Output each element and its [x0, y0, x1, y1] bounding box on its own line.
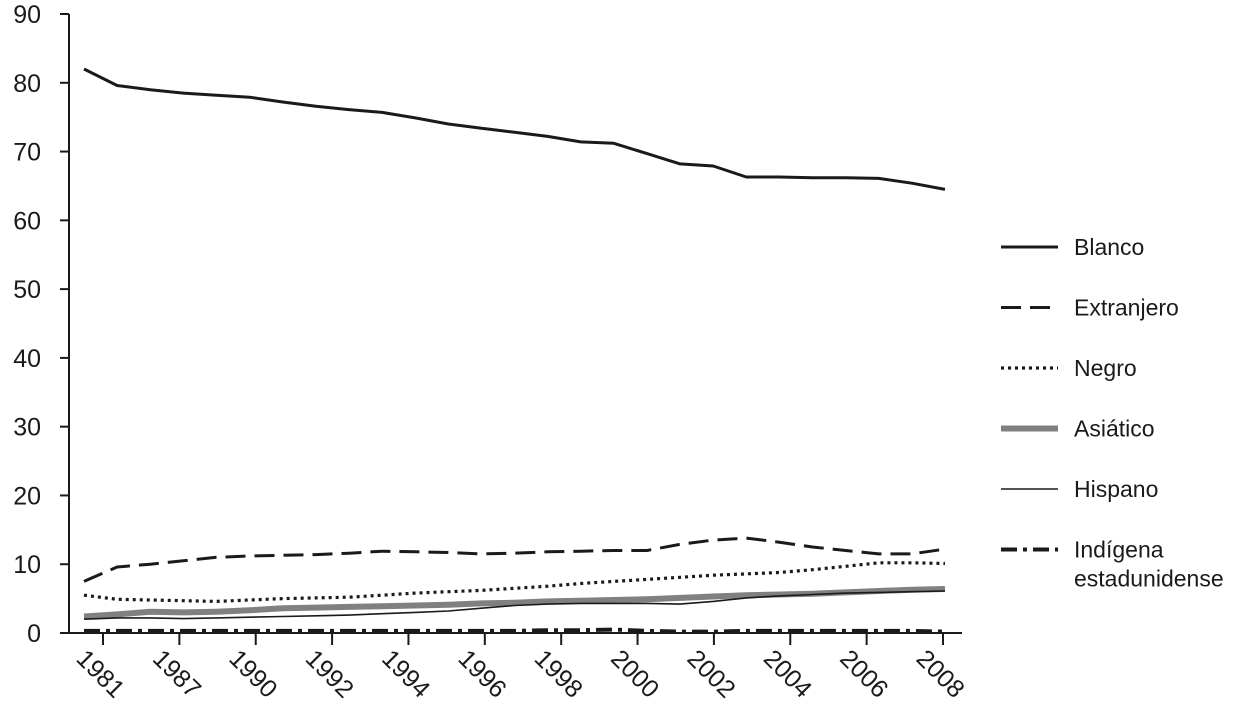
y-tick-label: 40: [13, 345, 41, 373]
series-line-indigena-estadunidense: [84, 627, 946, 634]
legend: Blanco Extranjero Negro Asiático Hispano Indí…: [1001, 234, 1224, 592]
x-tick-label: 1981: [71, 644, 130, 703]
x-tick-label: 2008: [911, 644, 970, 703]
legend-item-extranjero: Extranjero: [1001, 295, 1179, 321]
series-lines: [83, 67, 946, 634]
y-tick-label: 0: [27, 620, 41, 648]
legend-label: Hispano: [1074, 476, 1158, 502]
y-tick-label: 90: [13, 1, 41, 29]
legend-label: Blanco: [1074, 234, 1144, 260]
x-tick-label: 2000: [605, 644, 664, 703]
series-line-hispano: [83, 590, 946, 620]
legend-item-negro: Negro: [1001, 355, 1137, 381]
x-tick-label: 1994: [376, 644, 435, 703]
x-tick-label: 1992: [300, 644, 359, 703]
x-tick-label: 1998: [529, 644, 588, 703]
x-tick-label: 2002: [682, 644, 741, 703]
x-ticks: 1981 1987 1990 1992 1994 1996 1998 2000 2002 2004…: [71, 633, 970, 704]
y-tick-label: 20: [13, 482, 41, 510]
y-tick-label: 10: [13, 551, 41, 579]
y-tick-label: 70: [13, 139, 41, 167]
legend-label: estadunidense: [1074, 566, 1224, 592]
legend-label: Negro: [1074, 355, 1137, 381]
legend-item-hispano: Hispano: [1001, 476, 1158, 502]
series-line-extranjero: [83, 536, 946, 583]
legend-item-blanco: Blanco: [1001, 234, 1144, 260]
y-tick-label: 30: [13, 414, 41, 442]
x-tick-label: 1996: [453, 644, 512, 703]
x-tick-label: 2006: [834, 644, 893, 703]
y-tick-label: 60: [13, 207, 41, 235]
axes: [68, 14, 962, 634]
y-tick-label: 50: [13, 276, 41, 304]
legend-item-asiatico: Asiático: [1001, 416, 1155, 442]
legend-label: Extranjero: [1074, 295, 1179, 321]
legend-label: Asiático: [1074, 416, 1155, 442]
legend-item-indigena-estadunidense: Indígena estadunidense: [1001, 537, 1224, 592]
legend-label: Indígena: [1074, 537, 1164, 563]
x-tick-label: 1987: [147, 644, 206, 703]
y-tick-label: 80: [13, 70, 41, 98]
series-line-blanco: [83, 67, 946, 191]
series-line-asiatico: [83, 586, 946, 620]
x-tick-label: 2004: [758, 644, 817, 703]
x-tick-label: 1990: [223, 644, 282, 703]
y-ticks: 0 10 20 30 40 50 60 70 80 90: [13, 1, 69, 648]
